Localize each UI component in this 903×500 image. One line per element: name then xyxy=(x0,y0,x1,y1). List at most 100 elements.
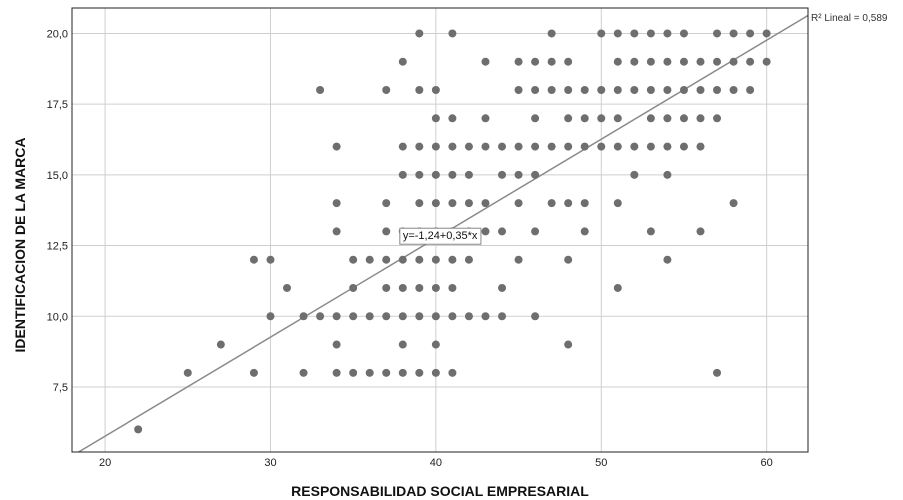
y-tick-labels: 7,5 10,0 12,5 15,0 17,5 20,0 xyxy=(47,28,68,394)
y-axis-title: IDENTIFICACION DE LA MARCA xyxy=(12,138,28,353)
data-point xyxy=(547,199,556,208)
y-tick-label: 7,5 xyxy=(53,382,68,394)
data-point xyxy=(613,114,622,123)
data-point xyxy=(646,142,655,151)
data-point xyxy=(349,368,358,377)
data-point xyxy=(498,227,507,236)
data-point xyxy=(729,57,738,66)
data-point xyxy=(531,312,540,321)
data-point xyxy=(398,340,407,349)
data-point xyxy=(613,199,622,208)
data-point xyxy=(564,57,573,66)
data-point xyxy=(663,86,672,95)
data-point xyxy=(431,170,440,179)
data-point xyxy=(746,29,755,38)
data-point xyxy=(498,170,507,179)
data-point xyxy=(431,142,440,151)
data-point xyxy=(349,283,358,292)
data-point xyxy=(514,255,523,264)
data-point xyxy=(679,114,688,123)
equation-box: y=-1,24+0,35*x xyxy=(399,227,482,245)
data-point xyxy=(580,199,589,208)
equation-box-border xyxy=(399,227,482,245)
data-point xyxy=(679,29,688,38)
r2-label: R² Lineal = 0,589 xyxy=(811,13,888,24)
data-point xyxy=(464,142,473,151)
data-point xyxy=(382,86,391,95)
data-point xyxy=(448,114,457,123)
data-point xyxy=(646,114,655,123)
data-point xyxy=(299,368,308,377)
data-point xyxy=(630,142,639,151)
data-point xyxy=(431,340,440,349)
data-point xyxy=(613,142,622,151)
data-point xyxy=(696,57,705,66)
data-point xyxy=(564,199,573,208)
y-tick-label: 17,5 xyxy=(47,99,68,111)
data-point xyxy=(398,368,407,377)
data-point xyxy=(547,57,556,66)
data-point xyxy=(663,114,672,123)
data-point xyxy=(746,86,755,95)
data-point xyxy=(365,255,374,264)
data-point xyxy=(713,368,722,377)
data-point xyxy=(547,86,556,95)
data-point xyxy=(713,86,722,95)
x-tick-label: 50 xyxy=(595,457,607,469)
data-point xyxy=(382,255,391,264)
x-tick-label: 20 xyxy=(99,457,111,469)
data-point xyxy=(183,368,192,377)
data-point xyxy=(448,255,457,264)
equation-label: y=-1,24+0,35*x xyxy=(403,230,478,242)
data-point xyxy=(481,114,490,123)
data-point xyxy=(696,86,705,95)
data-point xyxy=(646,57,655,66)
data-point xyxy=(663,170,672,179)
data-point xyxy=(580,227,589,236)
data-point xyxy=(531,57,540,66)
data-point xyxy=(415,312,424,321)
data-point xyxy=(382,283,391,292)
y-tick-label: 15,0 xyxy=(47,170,68,182)
data-point xyxy=(398,312,407,321)
data-point xyxy=(481,312,490,321)
data-point xyxy=(646,86,655,95)
data-point xyxy=(431,86,440,95)
data-point xyxy=(382,199,391,208)
data-point xyxy=(332,312,341,321)
x-axis-title: RESPONSABILIDAD SOCIAL EMPRESARIAL xyxy=(291,483,589,499)
data-point xyxy=(514,170,523,179)
data-point xyxy=(464,199,473,208)
data-point xyxy=(630,57,639,66)
data-point xyxy=(713,57,722,66)
data-point xyxy=(613,29,622,38)
data-point xyxy=(398,170,407,179)
data-point xyxy=(266,312,275,321)
data-point xyxy=(431,199,440,208)
data-point xyxy=(564,86,573,95)
data-point xyxy=(531,114,540,123)
plot-frame xyxy=(71,7,809,453)
data-point xyxy=(613,57,622,66)
data-point xyxy=(630,170,639,179)
data-point xyxy=(382,368,391,377)
data-point xyxy=(679,57,688,66)
data-point xyxy=(464,255,473,264)
data-point xyxy=(696,114,705,123)
data-point xyxy=(481,199,490,208)
grid-lines xyxy=(72,8,808,452)
data-point xyxy=(382,227,391,236)
data-point xyxy=(679,142,688,151)
data-point xyxy=(415,199,424,208)
data-point xyxy=(283,283,292,292)
data-point xyxy=(679,86,688,95)
data-point xyxy=(547,29,556,38)
data-point xyxy=(597,142,606,151)
data-point xyxy=(613,283,622,292)
data-point xyxy=(564,340,573,349)
data-point xyxy=(398,142,407,151)
data-point xyxy=(630,86,639,95)
data-point xyxy=(696,227,705,236)
data-point xyxy=(332,227,341,236)
